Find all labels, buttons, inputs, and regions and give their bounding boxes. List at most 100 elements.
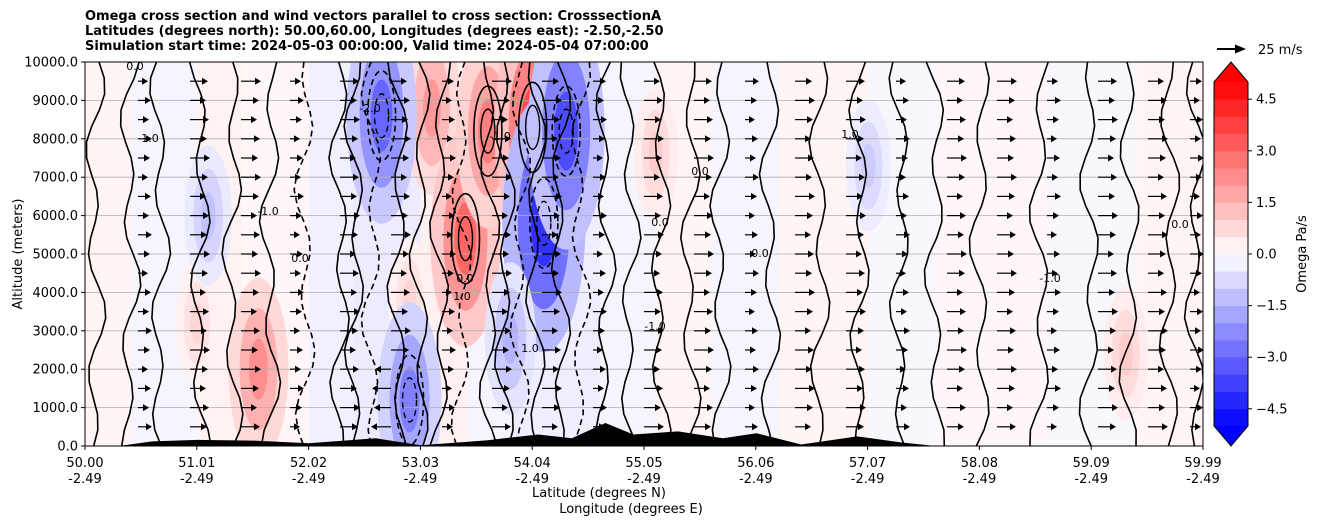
wind-vector-head — [201, 231, 207, 239]
wind-vector-head — [1055, 288, 1061, 296]
wind-vector-head — [556, 384, 562, 392]
wind-vector-head — [958, 231, 964, 239]
wind-vector-head — [900, 365, 906, 373]
wind-vector-head — [350, 250, 356, 258]
contour-label: 1.0 — [841, 128, 859, 141]
colorbar-level-5 — [1214, 322, 1248, 341]
contour-label: 0.0 — [691, 165, 709, 178]
contour-core-2 — [517, 81, 548, 174]
wind-vector-head — [858, 135, 864, 143]
contour-line-4 — [221, 62, 244, 446]
y-tick-label-4: 4000.0 — [33, 286, 79, 301]
wind-vector-head — [1009, 96, 1015, 104]
wind-vector-head — [1198, 346, 1203, 354]
wind-vector-head — [1112, 116, 1118, 124]
wind-vector-head — [707, 212, 713, 220]
wind-vector-head — [957, 288, 963, 296]
wind-vector-head — [599, 135, 605, 143]
wind-vector-head — [1110, 423, 1116, 431]
contour-core-inner-1 — [480, 108, 496, 154]
contour-label: 0.0 — [456, 272, 474, 285]
x-axis-label-longitude: Longitude (degrees E) — [559, 502, 703, 517]
wind-vector-head — [142, 77, 148, 85]
wind-vector-head — [808, 154, 814, 162]
x-tick-label-lon-7: -2.49 — [851, 472, 885, 487]
wind-vector-head — [352, 327, 358, 335]
wind-vector-head — [1197, 212, 1203, 220]
wind-vector-head — [1110, 135, 1116, 143]
wind-vector-head — [403, 154, 409, 162]
wind-vector-head — [298, 192, 304, 200]
wind-vector-head — [708, 346, 714, 354]
wind-vector-head — [447, 327, 453, 335]
wind-vector-head — [1112, 308, 1118, 316]
wind-vector-head — [805, 135, 811, 143]
wind-vector-head — [448, 269, 454, 277]
wind-vector-head — [1194, 288, 1200, 296]
wind-vector-head — [656, 250, 662, 258]
wind-vector-head — [297, 250, 303, 258]
wind-vector-head — [294, 135, 300, 143]
wind-vector-head — [904, 327, 910, 335]
contour-label: 1.0 — [453, 290, 471, 303]
contour-core-4 — [529, 177, 559, 270]
wind-vector-head — [707, 308, 713, 316]
wind-vector-head — [959, 173, 965, 181]
wind-vector-head — [295, 173, 301, 181]
wind-vector-head — [552, 423, 558, 431]
wind-vector-head — [351, 192, 357, 200]
wind-vector-head — [251, 308, 257, 316]
terrain-profile — [118, 423, 936, 446]
colorbar-tick-label-0: 4.5 — [1256, 93, 1277, 108]
wind-vector-head — [597, 250, 603, 258]
colorbar-level-0 — [1214, 408, 1248, 427]
wind-vector-head — [553, 77, 559, 85]
wind-vector-head — [142, 365, 148, 373]
wind-vector-head — [1054, 250, 1060, 258]
omega-feature-core-1 — [190, 302, 204, 344]
wind-vector-head — [401, 173, 407, 181]
wind-vector-head — [1010, 135, 1016, 143]
wind-vector-head — [601, 404, 607, 412]
wind-vector-head — [1007, 404, 1013, 412]
wind-vector-head — [900, 173, 906, 181]
contour-core-inner-4 — [536, 200, 552, 246]
contour-line-33 — [1118, 62, 1140, 446]
wind-vector-head — [1108, 250, 1114, 258]
contour-line-16 — [509, 62, 531, 446]
wind-vector-head — [145, 96, 151, 104]
wind-vector-head — [901, 116, 907, 124]
wind-vector-head — [401, 269, 407, 277]
colorbar-tick-label-3: 0.0 — [1256, 248, 1277, 263]
y-tick-label-2: 2000.0 — [33, 363, 79, 378]
wind-vector-head — [350, 346, 356, 354]
wind-vector-head — [447, 135, 453, 143]
wind-vector-head — [1108, 154, 1114, 162]
colorbar-level-16 — [1214, 133, 1248, 152]
wind-vector-head — [1052, 269, 1058, 277]
wind-vector-head — [202, 77, 208, 85]
wind-vector-head — [143, 212, 149, 220]
wind-vector-head — [598, 288, 604, 296]
wind-vector-head — [753, 269, 759, 277]
wind-vector-head — [1008, 250, 1014, 258]
wind-vector-head — [704, 288, 710, 296]
wind-vector-head — [556, 96, 562, 104]
wind-vector-head — [449, 308, 455, 316]
contour-core-0 — [450, 192, 481, 285]
wind-vector-head — [201, 135, 207, 143]
wind-vector-head — [860, 116, 866, 124]
wind-vector-head — [655, 116, 661, 124]
x-tick-label-lon-5: -2.49 — [627, 472, 661, 487]
y-tick-label-10: 10000.0 — [24, 56, 78, 71]
wind-vector-head — [506, 173, 512, 181]
contour-core-1 — [473, 85, 503, 177]
wind-vector-head — [556, 288, 562, 296]
x-tick-label-lat-9: 59.09 — [1073, 456, 1110, 471]
wind-vector-head — [251, 212, 257, 220]
x-tick-label-lat-7: 57.07 — [849, 456, 886, 471]
wind-vector-head — [900, 77, 906, 85]
wind-vector-head — [353, 365, 359, 373]
wind-vector-head — [1194, 96, 1200, 104]
wind-vector-head — [1010, 423, 1016, 431]
